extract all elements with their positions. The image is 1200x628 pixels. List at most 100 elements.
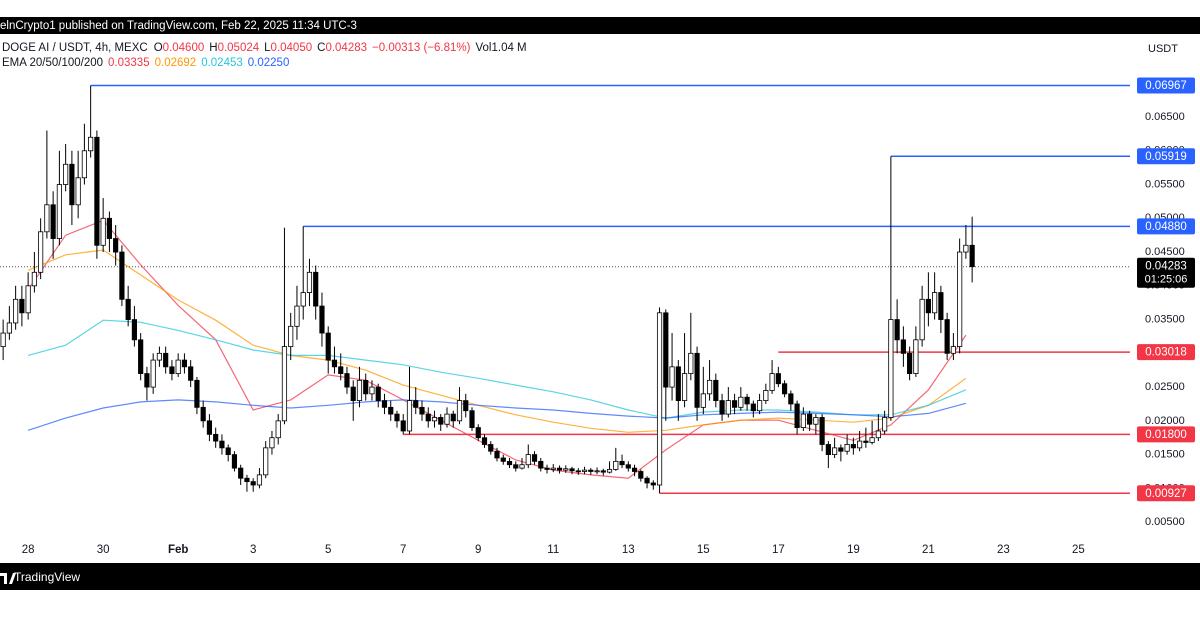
candle-body (656, 312, 663, 486)
footer-bar (0, 563, 1200, 590)
x-tick-label: 5 (325, 544, 331, 556)
candle-body (775, 373, 781, 385)
level-label: 0.01800 (1145, 429, 1187, 441)
x-tick-label: 23 (997, 544, 1010, 556)
candle-body (294, 305, 300, 327)
candle-body (694, 352, 700, 408)
candle-body (681, 373, 688, 401)
candle-body (100, 217, 106, 246)
y-tick-label: 0.01500 (1145, 449, 1185, 461)
x-tick-label: 9 (475, 544, 481, 556)
legend-value: 0.04050 (271, 42, 313, 54)
candle-body (106, 217, 112, 239)
level-label-box (1137, 426, 1195, 443)
candle-body (569, 468, 575, 472)
candle-body (957, 251, 963, 347)
candle-body (731, 400, 738, 408)
x-tick-label: 19 (847, 544, 860, 556)
candle-body (844, 444, 850, 452)
candle-body (706, 379, 713, 395)
candle-body (181, 359, 188, 368)
level-label: 0.00927 (1145, 488, 1187, 500)
candle-body (456, 400, 463, 422)
x-tick-label: 13 (622, 544, 635, 556)
candle-body (88, 136, 94, 152)
candle-body (944, 319, 950, 354)
candle-body (938, 292, 944, 320)
candle-body (313, 271, 319, 307)
footer-logo (0, 573, 16, 584)
ema-line (27, 219, 967, 479)
candle-body (969, 244, 975, 268)
candle-body (394, 413, 400, 422)
candle-body (425, 413, 431, 422)
candle-body (581, 469, 588, 472)
candle-body (0, 332, 6, 347)
candle-body (225, 447, 231, 456)
candle-body (900, 339, 906, 354)
indicator-legend: EMA 20/50/100/200 0.03335 0.02692 0.02453 0.… (2, 57, 289, 69)
legend-value: 0.04600 (163, 42, 205, 54)
candle-body (719, 400, 725, 415)
x-tick-label: 28 (22, 544, 35, 556)
candle-body (638, 471, 644, 479)
candle-body (950, 346, 956, 354)
ema-line (27, 399, 967, 431)
candle-body (556, 467, 563, 471)
candle-body (631, 467, 638, 472)
candle-body (663, 312, 669, 388)
candle-body (675, 366, 681, 401)
candle-body (288, 325, 294, 347)
candle-body (194, 379, 200, 408)
candle-body (850, 444, 856, 449)
candle-body (381, 400, 388, 408)
candle-body (538, 460, 544, 469)
candle-body (863, 440, 869, 443)
candle-body (963, 244, 969, 253)
candle-body (131, 319, 138, 341)
y-tick-label: 0.02500 (1145, 381, 1185, 393)
level-label-box (1137, 77, 1195, 94)
candle-body (700, 393, 706, 408)
candle-body (150, 359, 156, 388)
level-label-box (1137, 148, 1195, 165)
candle-body (188, 366, 194, 381)
candle-body (469, 410, 475, 428)
y-tick-label: 0.06500 (1145, 111, 1185, 123)
candle-body (219, 440, 225, 449)
candle-body (825, 444, 831, 456)
legend-key: O (154, 42, 163, 54)
candle-body (738, 396, 744, 408)
candle-body (13, 298, 19, 324)
legend-change: −0.00313 (−6.81%) (372, 42, 471, 54)
indicator-value: 0.03335 (108, 57, 150, 69)
y-tick-label: 0.03500 (1145, 313, 1185, 325)
level-label: 0.04880 (1145, 221, 1187, 233)
candle-body (750, 403, 756, 412)
candle-body (650, 482, 656, 486)
candle-body (625, 464, 631, 469)
candle-body (169, 366, 175, 374)
candle-body (744, 396, 750, 405)
candle-body (819, 417, 825, 445)
candle-body (175, 359, 181, 374)
level-label: 0.06967 (1145, 80, 1187, 92)
candle-body (888, 319, 894, 418)
x-tick-label: 17 (772, 544, 785, 556)
candle-body (838, 447, 844, 452)
candle-body (619, 460, 625, 466)
candle-body (525, 454, 531, 466)
candle-body (50, 204, 56, 239)
candle-body (563, 468, 569, 471)
candle-body (725, 400, 731, 415)
legend-value: 0.05024 (218, 42, 260, 54)
candle-body (506, 460, 513, 466)
level-label: 0.03018 (1145, 347, 1187, 359)
candle-body (231, 454, 238, 469)
candle-body (413, 400, 419, 408)
indicator-value: 0.02453 (201, 57, 243, 69)
candle-body (38, 231, 44, 273)
candle-body (450, 413, 456, 422)
y-tick-label: 0.00500 (1145, 516, 1185, 528)
